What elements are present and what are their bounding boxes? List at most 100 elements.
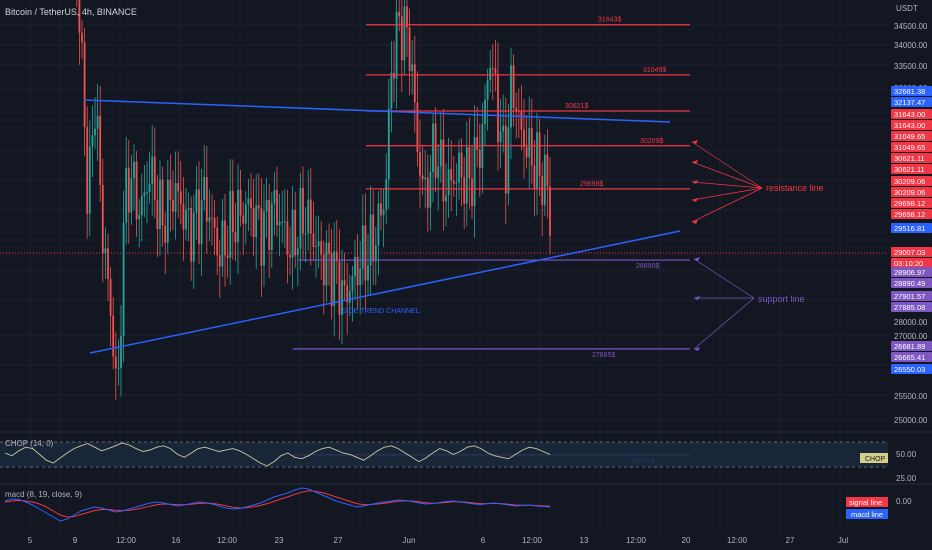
candle-body xyxy=(408,27,411,72)
price-tag xyxy=(891,176,932,186)
candle-body xyxy=(390,72,393,109)
arrow-head xyxy=(694,296,700,300)
candle-body xyxy=(356,256,359,286)
candle-body xyxy=(351,276,354,292)
candle-body xyxy=(367,265,369,281)
price-tag xyxy=(891,302,932,312)
candle-body xyxy=(117,367,120,369)
candle-body xyxy=(333,251,336,307)
candle-body xyxy=(328,242,330,254)
price-tag-text: 28906.97 xyxy=(894,268,925,277)
candle-body xyxy=(153,156,156,200)
candle-body xyxy=(242,215,245,224)
candle-body xyxy=(83,42,86,128)
candle-body xyxy=(445,195,447,202)
time-tick: 12:00 xyxy=(626,536,647,545)
candle-body xyxy=(278,221,281,226)
candles xyxy=(76,0,551,400)
candle-body xyxy=(546,154,549,187)
macd-legend-text: macd line xyxy=(851,510,883,519)
price-tag-text: 31643.00 xyxy=(894,121,925,130)
candle-body xyxy=(468,147,471,179)
time-tick: 13 xyxy=(580,536,589,545)
candle-body xyxy=(406,6,408,28)
price-tag xyxy=(891,223,932,233)
candle-body xyxy=(182,203,185,230)
price-tag-text: 31049.65 xyxy=(894,143,925,152)
price-tag-text: 29698.12 xyxy=(894,210,925,219)
candle-body xyxy=(364,225,367,281)
price-tag-text: 30621.11 xyxy=(894,165,925,174)
candle-body xyxy=(335,251,338,262)
candle-body xyxy=(221,220,224,267)
candle-body xyxy=(127,167,130,213)
time-tick: 12:00 xyxy=(522,536,543,545)
time-axis: 5 9 12:00 16 12:00 23 27 Jun 6 12:00 13 12:00 20 12:0… xyxy=(28,536,849,545)
candle-body xyxy=(372,214,375,262)
candle-body xyxy=(478,149,481,169)
candle-body xyxy=(447,169,450,196)
candle-body xyxy=(81,32,83,43)
candle-body xyxy=(400,16,403,61)
candle-body xyxy=(265,199,268,212)
resistance-arrow xyxy=(691,141,763,189)
chop-label: CHOP (14, 0) xyxy=(5,439,54,448)
candle-body xyxy=(211,217,213,219)
candle-body xyxy=(354,256,356,277)
candle-body xyxy=(94,128,96,136)
candle-body xyxy=(247,198,250,205)
candle-body xyxy=(208,217,211,222)
resistance-label: 31049$ xyxy=(643,67,666,74)
candle-body xyxy=(190,207,193,262)
candle-body xyxy=(304,233,307,235)
candle-body xyxy=(502,125,505,132)
chop-line xyxy=(4,442,551,467)
price-tag xyxy=(891,291,932,301)
time-tick: 5 xyxy=(28,536,33,545)
candle-body xyxy=(283,221,286,223)
macd-tick: 0.00 xyxy=(896,497,912,506)
price-tag-text: 27885.08 xyxy=(894,303,925,312)
candle-body xyxy=(200,200,203,245)
candle-body xyxy=(380,203,382,216)
candle-body xyxy=(276,189,278,226)
candle-body xyxy=(185,209,187,230)
candle-body xyxy=(455,182,458,184)
candle-body xyxy=(273,189,276,204)
price-tag xyxy=(891,198,932,208)
signal-legend-text: signal line xyxy=(849,498,882,507)
candle-body xyxy=(434,123,437,179)
price-tick: 28000.00 xyxy=(894,318,928,327)
resistance-label: 31643$ xyxy=(598,17,621,24)
macd-line xyxy=(4,487,551,522)
candle-body xyxy=(99,115,102,186)
candle-body xyxy=(320,241,323,255)
candle-body xyxy=(499,131,502,143)
candle-body xyxy=(172,200,174,212)
candle-body xyxy=(429,172,432,208)
candle-body xyxy=(257,205,260,209)
candle-body xyxy=(395,11,398,79)
support-arrow xyxy=(693,258,755,299)
candle-body xyxy=(109,279,112,316)
candle-body xyxy=(504,125,507,194)
candle-body xyxy=(237,189,239,243)
arrow-head xyxy=(692,180,698,184)
candle-body xyxy=(393,72,395,79)
candle-body xyxy=(226,255,229,258)
candle-body xyxy=(330,253,333,307)
candle-body xyxy=(442,139,445,202)
candle-body xyxy=(416,102,419,153)
resistance-arrow xyxy=(691,161,763,189)
candle-body xyxy=(411,64,414,72)
candle-body xyxy=(452,180,455,184)
candle-body xyxy=(143,192,146,196)
candle-body xyxy=(151,156,154,184)
candle-body xyxy=(463,177,466,204)
resistance-label: 30621$ xyxy=(565,103,588,110)
candle-body xyxy=(543,154,546,206)
price-tick: 27000.00 xyxy=(894,332,928,341)
support-label: 27885$ xyxy=(592,352,615,359)
price-tag xyxy=(891,142,932,152)
